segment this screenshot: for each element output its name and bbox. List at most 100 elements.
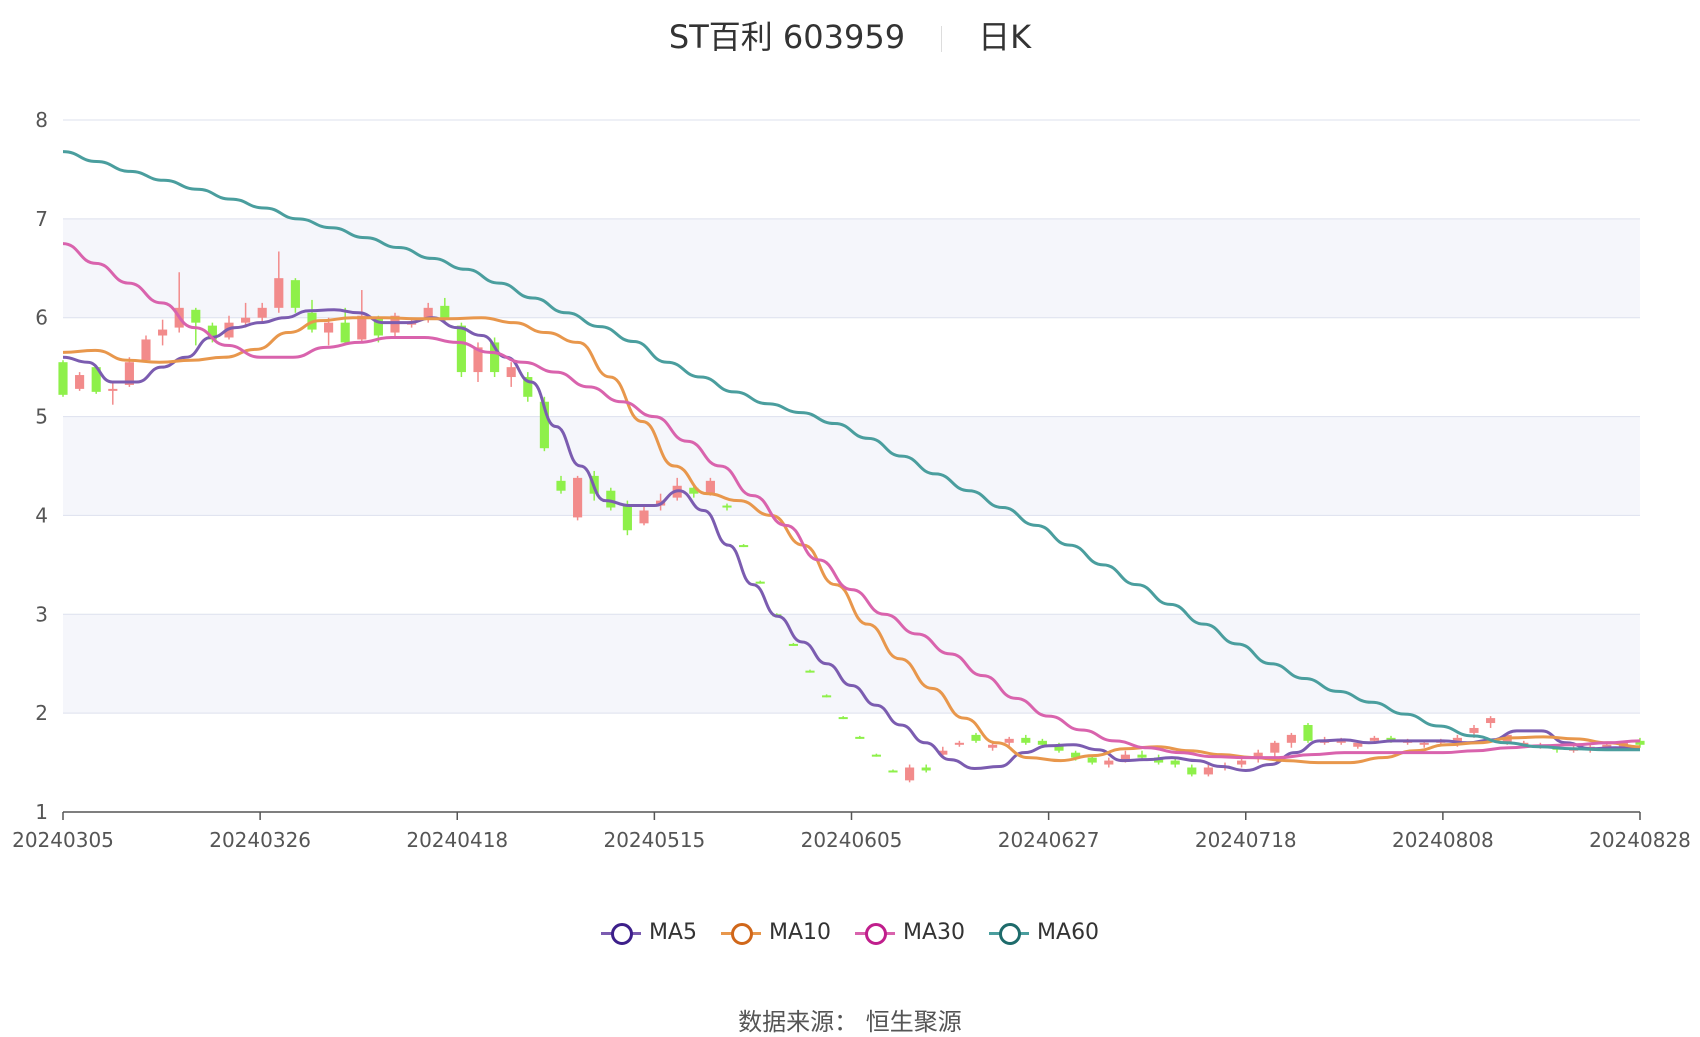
candle-body xyxy=(124,362,134,385)
candle-body xyxy=(1087,757,1097,763)
legend-item-ma10[interactable]: MA10 xyxy=(720,920,831,945)
legend-item-ma30[interactable]: MA30 xyxy=(855,920,965,945)
x-tick-label: 20240515 xyxy=(603,828,705,852)
candle-body xyxy=(805,670,815,673)
legend: MA5 MA10 MA30 MA60 xyxy=(0,920,1700,951)
candle-body xyxy=(423,307,433,318)
x-tick-label: 20240418 xyxy=(406,828,508,852)
candle-body xyxy=(1270,742,1280,753)
candle-body xyxy=(1386,737,1396,740)
candle-body xyxy=(1469,727,1479,733)
candle-body xyxy=(1635,740,1645,745)
candle-body xyxy=(1419,742,1429,745)
candle-body xyxy=(1054,744,1064,751)
background-bands xyxy=(63,218,1640,714)
candle-body xyxy=(1486,718,1496,724)
candle-body xyxy=(1037,740,1047,745)
candle-body xyxy=(1452,737,1462,743)
chart-title: ST百利 603959 日K xyxy=(0,12,1700,58)
candle-body xyxy=(722,505,732,508)
legend-marker-icon xyxy=(600,921,641,945)
stock-title: ST百利 603959 xyxy=(668,18,906,56)
candle-body xyxy=(921,767,931,771)
candle-body xyxy=(622,505,632,531)
candle-body xyxy=(1303,725,1313,741)
y-tick-label: 2 xyxy=(35,701,48,725)
candle-body xyxy=(905,767,915,781)
y-tick-label: 8 xyxy=(35,108,48,132)
candle-body xyxy=(1369,737,1379,741)
background-band xyxy=(63,614,1640,714)
candle-body xyxy=(1336,740,1346,743)
legend-label: MA10 xyxy=(768,920,831,945)
candle-body xyxy=(75,375,85,389)
line-ma60 xyxy=(62,150,1640,752)
candle-body xyxy=(473,347,483,373)
legend-label: MA60 xyxy=(1037,920,1100,945)
candle-body xyxy=(971,734,981,741)
candle-body xyxy=(324,322,334,333)
y-tick-label: 7 xyxy=(35,207,48,231)
candle-body xyxy=(938,750,948,755)
candle-body xyxy=(639,510,649,524)
candle-body xyxy=(257,307,267,318)
background-band xyxy=(63,416,1640,516)
legend-marker-icon xyxy=(720,921,761,945)
background-band xyxy=(63,218,1640,318)
candle-body xyxy=(954,742,964,745)
candle-body xyxy=(1021,737,1031,743)
y-tick-label: 4 xyxy=(35,503,48,527)
x-tick-label: 20240305 xyxy=(12,828,114,852)
candle-body xyxy=(373,317,383,336)
candle-body xyxy=(207,325,217,340)
candle-body xyxy=(689,487,699,494)
candle-body xyxy=(606,490,616,508)
candle-body xyxy=(822,695,832,698)
candle-body xyxy=(1120,754,1130,761)
moving-average-lines xyxy=(62,150,1641,772)
candle-body xyxy=(739,545,749,548)
y-axis-labels: 1 2 3 4 5 6 7 8 xyxy=(35,108,48,824)
period-label: 日K xyxy=(978,18,1032,56)
legend-marker-icon xyxy=(989,921,1030,945)
grid-lines xyxy=(63,119,1640,813)
y-tick-label: 5 xyxy=(35,405,48,429)
legend-item-ma60[interactable]: MA60 xyxy=(989,920,1099,945)
x-tick-label: 20240808 xyxy=(1392,828,1494,852)
candle-body xyxy=(1137,754,1147,758)
candle-body xyxy=(871,754,881,757)
x-tick-label: 20240605 xyxy=(801,828,903,852)
x-tick-label: 20240326 xyxy=(209,828,311,852)
candle-body xyxy=(705,480,715,494)
candle-body xyxy=(108,388,118,391)
candlesticks xyxy=(58,251,1645,783)
candle-body xyxy=(888,770,898,773)
candle-body xyxy=(191,309,201,323)
candle-body xyxy=(274,278,284,308)
candle-body xyxy=(490,342,500,373)
candle-body xyxy=(141,339,151,361)
y-tick-label: 1 xyxy=(35,800,48,824)
legend-label: MA5 xyxy=(648,920,697,945)
legend-item-ma5[interactable]: MA5 xyxy=(600,920,697,945)
title-separator xyxy=(941,26,943,52)
x-tick-label: 20240627 xyxy=(998,828,1100,852)
candle-body xyxy=(1286,734,1296,743)
x-axis: 20240305 20240326 20240418 20240515 20240605… xyxy=(12,811,1691,852)
candle-body xyxy=(1353,742,1363,747)
x-tick-label: 20240828 xyxy=(1589,828,1691,852)
candle-body xyxy=(1602,744,1612,748)
candle-body xyxy=(91,367,101,392)
candle-body xyxy=(838,717,848,720)
candle-body xyxy=(539,401,549,449)
candle-body xyxy=(58,362,68,395)
candle-body xyxy=(988,744,998,748)
candle-body xyxy=(290,280,300,308)
candle-body xyxy=(523,377,533,397)
legend-marker-icon xyxy=(855,921,895,945)
x-tick-label: 20240718 xyxy=(1195,828,1297,852)
y-tick-label: 3 xyxy=(35,602,48,626)
candle-body xyxy=(755,581,765,584)
candle-body xyxy=(357,315,367,340)
candle-body xyxy=(1004,738,1014,743)
